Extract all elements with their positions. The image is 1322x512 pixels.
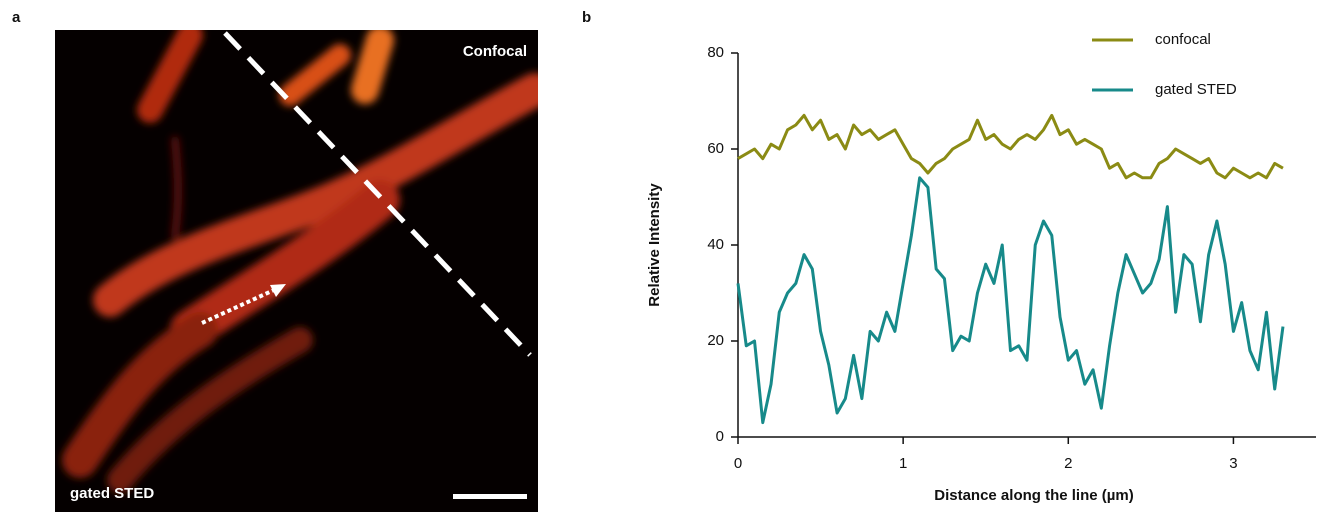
x-tick-label: 2	[1064, 455, 1072, 472]
micrograph: Confocal gated STED	[55, 30, 538, 512]
image-label: gated STED	[70, 485, 154, 502]
profile-line	[223, 31, 532, 357]
legend-label: gated STED	[1155, 81, 1237, 98]
scale-bar	[453, 494, 527, 499]
series-line	[736, 176, 1285, 425]
y-tick-label: 80	[707, 44, 724, 61]
y-tick-label: 20	[707, 332, 724, 349]
y-tick-label: 60	[707, 140, 724, 157]
x-tick-label: 0	[734, 455, 742, 472]
x-tick-label: 1	[899, 455, 907, 472]
legend-label: confocal	[1155, 31, 1211, 48]
x-tick-label: 3	[1229, 455, 1237, 472]
panel-label: b	[582, 9, 591, 26]
y-axis-label: Relative Intensity	[646, 183, 663, 307]
image-label: Confocal	[463, 43, 527, 60]
panel-label: a	[12, 9, 21, 26]
y-tick-label: 40	[707, 236, 724, 253]
y-tick-label: 0	[716, 428, 724, 445]
arrow	[201, 288, 275, 325]
series-line	[737, 113, 1284, 180]
x-axis-label: Distance along the line (µm)	[934, 487, 1134, 504]
arrow-head	[270, 284, 286, 297]
